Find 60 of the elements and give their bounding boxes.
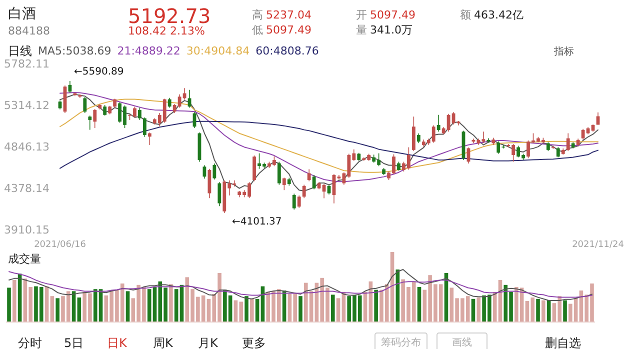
text: 5097.49 — [266, 24, 312, 36]
bar — [255, 298, 260, 322]
text: 周K — [153, 336, 174, 349]
bar — [476, 298, 481, 322]
text: 5日 — [64, 336, 84, 349]
text: 量 — [356, 24, 367, 36]
x-tick-label: 2021/11/24 — [572, 240, 624, 250]
annotation: ←4101.37 — [232, 216, 282, 228]
text: 低 — [252, 24, 263, 36]
legend-title: 日线 — [8, 44, 32, 58]
bar — [471, 298, 476, 322]
text: MA5:5038.69 — [38, 44, 112, 58]
text: 额 — [460, 8, 471, 22]
bar — [174, 289, 178, 322]
text: 开 — [356, 8, 367, 22]
x-tick-label: 2021/06/16 — [34, 240, 86, 250]
bar — [77, 298, 82, 322]
bar — [330, 294, 335, 322]
text: 高 — [252, 8, 263, 22]
chart-title: 白酒 — [8, 6, 36, 22]
chart-subtitle: 884188 — [8, 24, 50, 38]
chart-title: 成交量 — [8, 252, 41, 266]
bar — [374, 290, 378, 322]
text: 60:4808.76 — [256, 44, 319, 58]
y-tick-label: 5314.12 — [4, 99, 50, 112]
bar — [12, 280, 16, 322]
bar — [298, 296, 302, 322]
text: 341.0万 — [370, 24, 412, 36]
y-tick-label: 5782.11 — [4, 58, 50, 70]
bar — [169, 284, 173, 322]
bar — [56, 298, 60, 322]
text: 月K — [198, 336, 219, 349]
y-tick-label: 4846.13 — [4, 140, 50, 154]
text: 更多 — [242, 336, 266, 349]
text: 筹码分布 — [381, 336, 421, 348]
text: 日K — [107, 336, 128, 349]
bar — [336, 298, 340, 322]
bar — [417, 287, 422, 322]
y-tick-label: 4378.14 — [4, 182, 50, 195]
text: 21:4889.22 — [117, 44, 180, 58]
text: 463.42亿 — [474, 8, 524, 22]
text: 删自选 — [545, 336, 581, 349]
text: 30:4904.84 — [186, 44, 250, 58]
bar — [542, 300, 546, 322]
text: 2.13% — [170, 24, 205, 38]
text: 指标 — [553, 46, 574, 58]
bar — [126, 291, 130, 322]
bar — [250, 298, 254, 322]
text: 5097.49 — [370, 8, 416, 22]
bar — [563, 300, 567, 322]
text: 画线 — [452, 336, 472, 348]
bar — [244, 296, 248, 322]
annotation: ←5590.89 — [74, 66, 124, 78]
bar — [7, 288, 11, 322]
bar — [536, 298, 540, 322]
bar — [50, 296, 54, 322]
text: 分时 — [18, 336, 42, 349]
text: 108.42 — [128, 24, 166, 38]
y-tick-label: 3910.15 — [4, 224, 50, 236]
text: 5237.04 — [266, 8, 312, 22]
